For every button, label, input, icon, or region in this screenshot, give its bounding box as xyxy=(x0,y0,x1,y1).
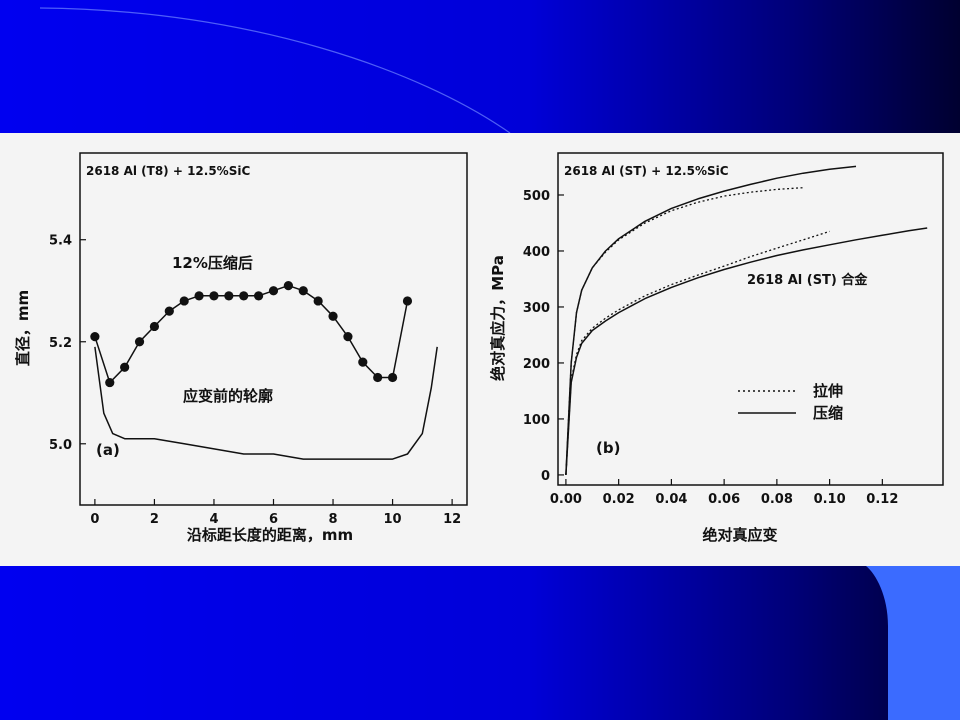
panel-a-data-point xyxy=(120,362,130,372)
panel-b-series-line-1 xyxy=(565,165,857,475)
legend-label-tension: 拉伸 xyxy=(813,382,843,400)
panel-a-data-point xyxy=(373,372,383,383)
panel-b-x-tick-label: 0.00 xyxy=(550,492,582,507)
panel-a-data-point xyxy=(90,332,100,342)
panel-a-x-tick-label: 12 xyxy=(443,512,461,527)
top-title-band xyxy=(0,0,960,134)
panel-a-x-ticks: 0 2 4 6 8 10 12 xyxy=(90,499,461,527)
panel-a-x-tick-label: 4 xyxy=(209,512,218,527)
panel-b-frame xyxy=(557,152,944,486)
panel-a-x-tick-label: 6 xyxy=(269,512,278,527)
panel-a-data-point xyxy=(134,337,145,347)
panel-a-xlabel: 沿标距长度的距离，mm xyxy=(187,526,353,544)
panel-b-y-tick-label: 400 xyxy=(523,245,550,260)
panel-b-y-tick-label: 100 xyxy=(523,413,550,428)
panel-a-data-point xyxy=(224,291,234,301)
panel-a-y-tick-label: 5.4 xyxy=(49,234,72,249)
panel-b-x-tick-label: 0.04 xyxy=(655,492,687,507)
panel-a-series-line-0 xyxy=(94,284,409,384)
panel-b-x-tick-label: 0.10 xyxy=(814,492,846,507)
panel-b-series-line-3 xyxy=(565,227,928,475)
panel-b-x-ticks: 0.00 0.02 0.04 0.06 0.08 0.10 0.12 xyxy=(550,479,898,507)
panel-a-data-point xyxy=(358,357,368,367)
panel-b: 0.00 0.02 0.04 0.06 0.08 0.10 0.12 0 100 200 300 4… xyxy=(489,152,944,544)
panel-b-curve-label: 2618 Al (ST) 合金 xyxy=(747,272,868,288)
panel-b-y-tick-label: 500 xyxy=(523,189,550,204)
panel-a-data-point xyxy=(105,377,115,388)
panel-b-y-tick-label: 0 xyxy=(541,469,550,484)
figure-area: 0 2 4 6 8 10 12 5.0 5.2 5.4 2618 Al (T8) + 12.5%… xyxy=(0,133,960,566)
panel-b-legend: 拉伸 压缩 xyxy=(738,382,843,422)
panel-a-data-point xyxy=(387,372,398,383)
panel-b-x-tick-label: 0.12 xyxy=(866,492,898,507)
panel-b-x-tick-label: 0.02 xyxy=(603,492,635,507)
panel-a-data-point xyxy=(194,291,204,301)
legend-label-compression: 压缩 xyxy=(813,404,843,422)
panel-a-data-point xyxy=(343,332,353,342)
panel-a-x-tick-label: 0 xyxy=(90,512,99,527)
panel-a-data-point xyxy=(149,321,160,332)
panel-a-data-point xyxy=(179,296,189,306)
panel-a-data-point xyxy=(328,311,338,321)
panel-b-x-tick-label: 0.08 xyxy=(761,492,793,507)
panel-a-ylabel: 直径，mm xyxy=(14,290,32,366)
panel-b-ylabel: 绝对真应力，MPa xyxy=(489,255,507,381)
panel-a-x-tick-label: 10 xyxy=(384,512,402,527)
panel-a: 0 2 4 6 8 10 12 5.0 5.2 5.4 2618 Al (T8) + 12.5%… xyxy=(14,152,468,544)
panel-a-data-point xyxy=(298,286,308,296)
panel-a-data-point xyxy=(268,286,279,296)
panel-b-y-tick-label: 200 xyxy=(523,357,550,372)
panel-b-x-tick-label: 0.06 xyxy=(708,492,740,507)
panel-b-y-ticks: 0 100 200 300 400 500 xyxy=(523,189,564,484)
band-swoosh xyxy=(39,7,511,134)
panel-a-data-point xyxy=(239,291,249,301)
panel-a-data-point xyxy=(254,291,264,301)
panel-a-y-tick-label: 5.0 xyxy=(49,438,72,453)
panel-a-series xyxy=(90,281,438,460)
panel-b-xlabel: 绝对真应变 xyxy=(702,526,777,544)
panel-b-y-tick-label: 300 xyxy=(523,301,550,316)
panel-a-header: 2618 Al (T8) + 12.5%SiC xyxy=(86,164,250,178)
bottom-band xyxy=(0,566,960,720)
panel-a-x-tick-label: 2 xyxy=(150,512,159,527)
panel-b-label: (b) xyxy=(596,439,620,457)
figure-svg: 0 2 4 6 8 10 12 5.0 5.2 5.4 2618 Al (T8) + 12.5%… xyxy=(14,152,944,544)
panel-a-data-point xyxy=(209,291,219,301)
panel-a-data-point xyxy=(402,296,413,306)
panel-a-data-point xyxy=(164,306,174,316)
panel-a-x-tick-label: 8 xyxy=(329,512,338,527)
panel-a-y-ticks: 5.0 5.2 5.4 xyxy=(49,234,86,453)
panel-a-data-point xyxy=(313,296,323,306)
panel-a-series-label-compressed: 12%压缩后 xyxy=(172,254,253,272)
corner-tab-decoration xyxy=(866,566,960,720)
panel-a-series-label-original: 应变前的轮廓 xyxy=(183,387,273,405)
panel-a-series-line-1 xyxy=(94,346,438,460)
panel-a-label: (a) xyxy=(96,441,120,459)
panel-a-data-point xyxy=(283,281,293,291)
panel-b-series-line-0 xyxy=(565,187,804,475)
panel-b-header: 2618 Al (ST) + 12.5%SiC xyxy=(564,164,729,178)
panel-b-series xyxy=(565,165,928,475)
panel-a-y-tick-label: 5.2 xyxy=(49,336,72,351)
